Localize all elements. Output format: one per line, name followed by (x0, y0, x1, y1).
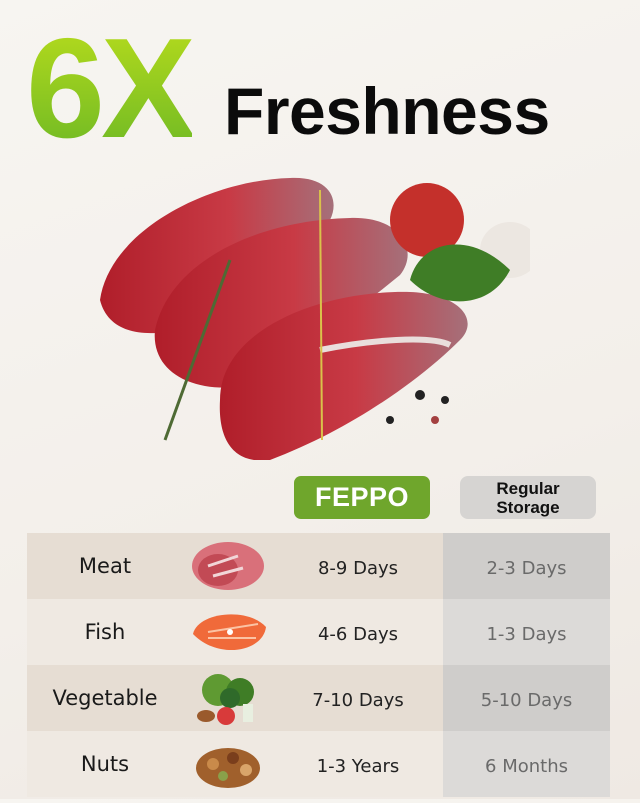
parsley (410, 244, 510, 302)
table-row: Nuts 1-3 Years 6 Months (27, 731, 610, 797)
food-name: Vegetable (52, 686, 158, 710)
table-row: Fish 4-6 Days 1-3 Days (27, 599, 610, 665)
freshness-comparison-table: Meat 8-9 Days 2-3 Days Fish 4-6 Days 1-3… (27, 533, 610, 797)
steak-middle (154, 217, 408, 388)
food-name: Fish (84, 620, 126, 644)
regular-duration: 2-3 Days (443, 533, 610, 599)
steak-front (219, 291, 468, 460)
table-row: Meat 8-9 Days 2-3 Days (27, 533, 610, 599)
vegetables-icon (197, 674, 254, 725)
meat-hero-image (100, 177, 530, 460)
salmon-steak-icon (193, 614, 266, 651)
tomato (390, 183, 464, 257)
food-name: Meat (78, 554, 132, 578)
feppo-duration: 4-6 Days (317, 624, 399, 645)
table-row: Vegetable 7-10 Days 5-10 Days (27, 665, 610, 731)
regular-label-line1: Regular (496, 478, 560, 498)
headline-multiplier: 6X (26, 9, 196, 168)
feppo-duration: 8-9 Days (317, 558, 399, 579)
regular-storage-column-header: Regular Storage (460, 476, 596, 519)
regular-label-line2: Storage (496, 497, 560, 517)
food-name: Nuts (80, 752, 130, 776)
regular-duration: 6 Months (443, 731, 610, 797)
nuts-icon (196, 748, 260, 788)
regular-duration: 1-3 Days (443, 599, 610, 665)
regular-duration: 5-10 Days (443, 665, 610, 731)
headline-word: Freshness (224, 74, 550, 148)
feppo-logo: FEPPO (314, 482, 410, 512)
feppo-duration: 1-3 Years (316, 756, 400, 777)
rosemary (163, 259, 232, 441)
feppo-column-header: FEPPO (294, 476, 430, 519)
feppo-duration: 7-10 Days (312, 690, 404, 711)
meat-icon (192, 542, 264, 590)
